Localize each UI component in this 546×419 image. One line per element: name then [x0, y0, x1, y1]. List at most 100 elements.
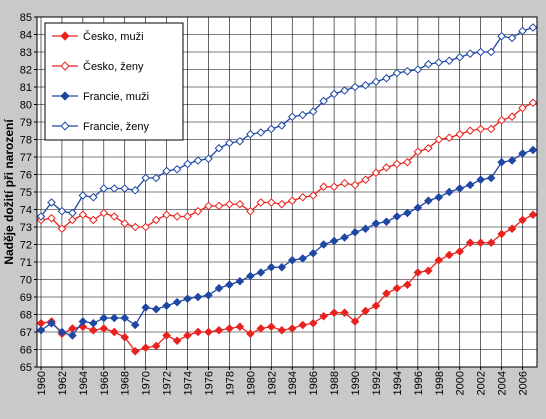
- y-tick-label: 65: [20, 362, 32, 374]
- data-point: [89, 215, 98, 225]
- data-point: [497, 157, 506, 167]
- data-point: [382, 289, 391, 298]
- data-point: [371, 77, 381, 87]
- legend-marker: [60, 121, 70, 131]
- data-point: [235, 136, 245, 146]
- data-point: [413, 268, 423, 277]
- y-tick-label: 77: [20, 152, 32, 164]
- data-point: [528, 98, 538, 108]
- data-point: [476, 124, 485, 134]
- x-tick-label: 1970: [141, 371, 153, 395]
- data-point: [235, 199, 245, 209]
- y-tick-label: 81: [20, 82, 32, 94]
- data-point: [78, 191, 88, 200]
- y-tick-label: 70: [20, 275, 32, 287]
- data-point: [130, 222, 140, 232]
- data-point: [246, 129, 255, 139]
- x-tick-label: 1984: [287, 371, 299, 395]
- legend-box: [44, 22, 184, 141]
- x-tick-label: 2004: [497, 371, 509, 395]
- x-tick-label: 1962: [57, 371, 69, 395]
- data-point: [361, 80, 370, 90]
- data-point: [465, 180, 475, 190]
- data-point: [266, 322, 276, 332]
- data-point: [193, 206, 203, 216]
- data-point: [193, 292, 203, 302]
- data-point: [266, 198, 276, 207]
- grid: [37, 16, 537, 368]
- data-point: [287, 112, 297, 122]
- data-point: [246, 206, 255, 216]
- data-point: [486, 47, 496, 57]
- legend-label: Francie, muži: [83, 91, 149, 103]
- data-point: [204, 154, 213, 164]
- data-point: [287, 255, 297, 265]
- data-point: [68, 331, 77, 340]
- data-point: [329, 89, 339, 99]
- data-point: [162, 301, 171, 311]
- data-point: [256, 198, 266, 207]
- x-tick-label: 1972: [162, 371, 174, 395]
- x-tick-label: 1974: [183, 371, 195, 395]
- data-point: [392, 283, 402, 293]
- data-point: [183, 294, 192, 304]
- data-point: [518, 215, 527, 225]
- data-point: [350, 227, 360, 237]
- x-tick-label: 1998: [434, 371, 446, 395]
- data-point: [486, 124, 496, 134]
- x-tick-label: 2000: [455, 371, 467, 395]
- data-point: [266, 124, 276, 134]
- x-tick-label: 1994: [392, 371, 404, 395]
- data-point: [246, 329, 255, 339]
- data-point: [162, 210, 171, 220]
- data-point: [486, 238, 496, 248]
- data-point: [183, 159, 192, 169]
- data-point: [434, 135, 444, 144]
- data-point: [434, 192, 444, 202]
- data-point: [361, 306, 370, 316]
- data-point: [287, 196, 297, 206]
- data-point: [214, 283, 224, 293]
- series-2: [36, 145, 538, 340]
- data-point: [57, 327, 67, 337]
- data-point: [476, 175, 485, 185]
- x-tick-label: 1960: [36, 371, 48, 395]
- data-point: [277, 262, 287, 272]
- data-point: [518, 149, 527, 158]
- data-point: [68, 208, 77, 218]
- data-point: [141, 173, 150, 183]
- data-point: [308, 318, 318, 328]
- data-point: [350, 317, 360, 326]
- data-point: [225, 199, 234, 209]
- data-point: [465, 238, 475, 248]
- data-point: [329, 236, 339, 246]
- x-tick-label: 1990: [350, 371, 362, 395]
- data-point: [518, 26, 527, 36]
- data-point: [151, 215, 161, 225]
- y-tick-label: 76: [20, 170, 32, 182]
- y-tick-label: 78: [20, 135, 32, 147]
- data-point: [465, 49, 475, 59]
- data-point: [151, 173, 161, 183]
- data-point: [130, 346, 140, 356]
- data-point: [392, 68, 402, 78]
- data-point: [162, 331, 171, 340]
- data-point: [225, 324, 234, 333]
- data-point: [455, 129, 465, 139]
- y-tick-label: 84: [20, 30, 32, 42]
- data-point: [413, 147, 423, 157]
- x-tick-label: 1964: [78, 371, 90, 395]
- legend-label: Česko, ženy: [83, 60, 144, 73]
- data-point: [507, 156, 517, 165]
- data-point: [434, 58, 444, 67]
- data-point: [371, 168, 381, 178]
- x-tick-label: 1966: [99, 371, 111, 395]
- data-point: [528, 23, 538, 32]
- data-point: [497, 115, 506, 125]
- data-point: [497, 229, 506, 239]
- data-point: [89, 325, 98, 335]
- data-point: [382, 73, 391, 83]
- y-tick-label: 73: [20, 222, 32, 234]
- data-point: [444, 133, 454, 143]
- data-point: [350, 82, 360, 92]
